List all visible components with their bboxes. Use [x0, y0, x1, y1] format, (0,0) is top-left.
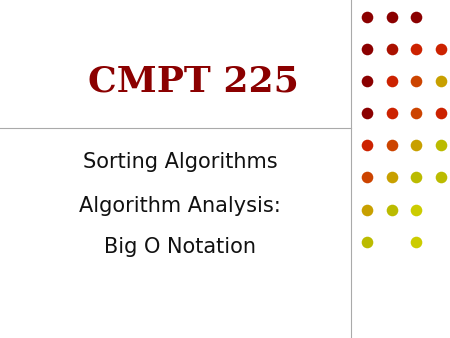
- Point: [413, 239, 420, 244]
- Point: [413, 175, 420, 180]
- Point: [363, 46, 370, 52]
- Text: Sorting Algorithms: Sorting Algorithms: [83, 152, 277, 172]
- Text: Algorithm Analysis:: Algorithm Analysis:: [79, 196, 281, 216]
- Point: [437, 46, 445, 52]
- Point: [437, 111, 445, 116]
- Point: [363, 239, 370, 244]
- Point: [388, 46, 395, 52]
- Point: [363, 175, 370, 180]
- Point: [388, 14, 395, 20]
- Point: [388, 111, 395, 116]
- Point: [437, 143, 445, 148]
- Point: [388, 78, 395, 84]
- Point: [363, 78, 370, 84]
- Point: [363, 143, 370, 148]
- Point: [413, 14, 420, 20]
- Point: [437, 78, 445, 84]
- Text: CMPT 225: CMPT 225: [88, 64, 299, 98]
- Point: [388, 143, 395, 148]
- Point: [413, 207, 420, 212]
- Text: Big O Notation: Big O Notation: [104, 237, 256, 257]
- Point: [363, 207, 370, 212]
- Point: [437, 175, 445, 180]
- Point: [363, 111, 370, 116]
- Point: [363, 14, 370, 20]
- Point: [413, 78, 420, 84]
- Point: [413, 46, 420, 52]
- Point: [413, 111, 420, 116]
- Point: [388, 207, 395, 212]
- Point: [388, 175, 395, 180]
- Point: [413, 143, 420, 148]
